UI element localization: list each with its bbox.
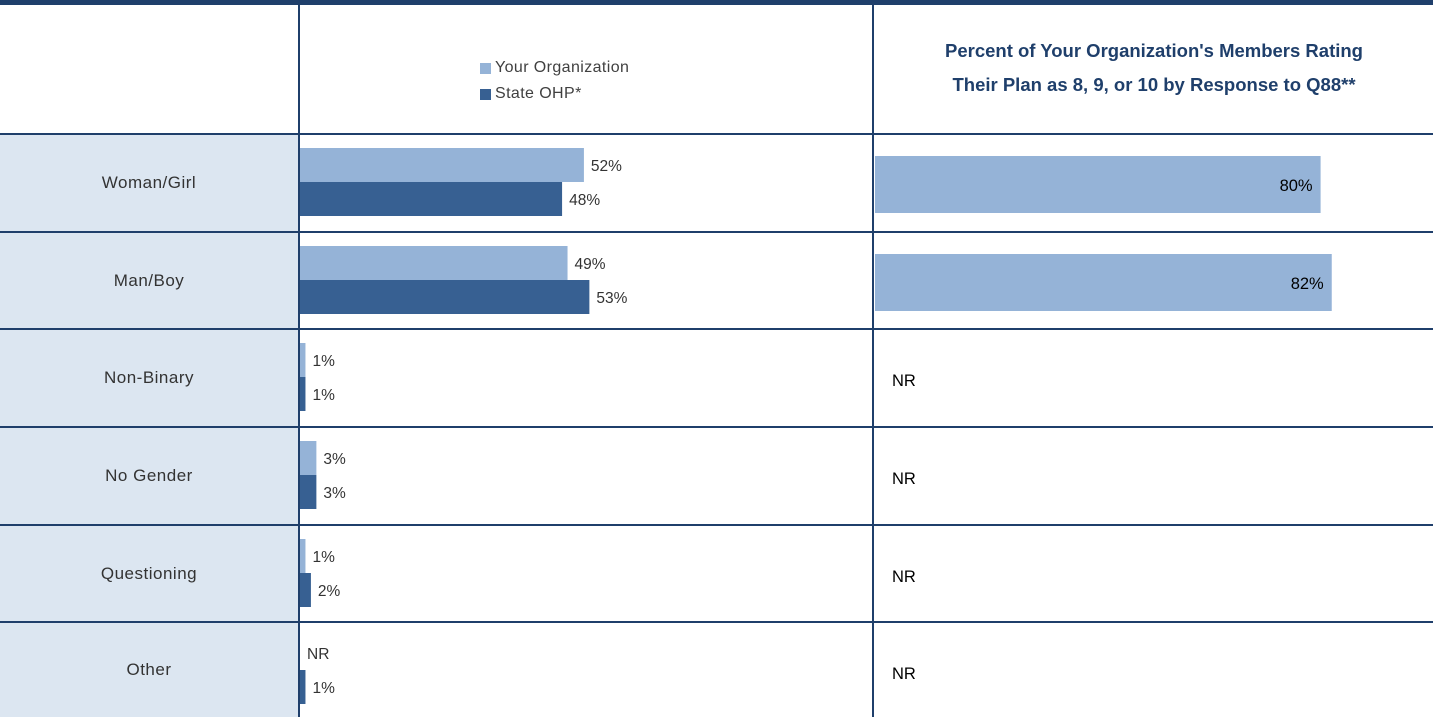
- bar-label-state-ohp--woman-girl: 48%: [569, 192, 600, 209]
- rating-label-woman-girl: 80%: [1280, 177, 1313, 195]
- bar-state-ohp--other: [300, 670, 306, 704]
- bar-state-ohp--no-gender: [300, 475, 317, 509]
- rating-label-man-boy: 82%: [1291, 275, 1324, 293]
- bar-your-organization-woman-girl: [300, 148, 584, 182]
- rating-bar-man-boy: [875, 254, 1332, 311]
- row-label-other: Other: [0, 623, 298, 717]
- bar-label-your-organization-other: NR: [307, 646, 329, 663]
- legend-swatch-your-organization: [480, 62, 491, 74]
- bar-label-your-organization-no-gender: 3%: [323, 451, 346, 468]
- legend-label-state-ohp: State OHP*: [495, 85, 582, 102]
- row-label-man-boy: Man/Boy: [0, 233, 298, 329]
- bar-label-your-organization-non-binary: 1%: [312, 353, 335, 370]
- bar-state-ohp--questioning: [300, 573, 311, 607]
- bar-your-organization-no-gender: [300, 441, 317, 475]
- bar-label-state-ohp--man-boy: 53%: [596, 290, 627, 307]
- row-divider: [0, 426, 1433, 428]
- row-label-no-gender: No Gender: [0, 428, 298, 524]
- rating-label-questioning: NR: [892, 568, 916, 586]
- row-divider: [0, 621, 1433, 623]
- right-column-title: Percent of Your Organization's Members R…: [875, 34, 1433, 102]
- top-border: [0, 0, 1433, 5]
- rating-label-other: NR: [892, 665, 916, 683]
- bar-state-ohp--woman-girl: [300, 182, 563, 216]
- rating-label-no-gender: NR: [892, 470, 916, 488]
- right-title-line-1: Percent of Your Organization's Members R…: [945, 40, 1363, 61]
- legend: Your Organization State OHP*: [480, 55, 629, 107]
- bar-state-ohp--non-binary: [300, 377, 306, 411]
- column-divider: [298, 0, 300, 717]
- bar-your-organization-man-boy: [300, 246, 568, 280]
- column-divider: [872, 0, 874, 717]
- rating-bar-woman-girl: [875, 156, 1321, 213]
- bar-label-state-ohp--no-gender: 3%: [323, 485, 346, 502]
- legend-swatch-state-ohp: [480, 88, 491, 100]
- bar-your-organization-non-binary: [300, 343, 306, 377]
- right-title-line-2: Their Plan as 8, 9, or 10 by Response to…: [952, 74, 1356, 95]
- bar-label-your-organization-man-boy: 49%: [575, 256, 606, 273]
- row-divider: [0, 231, 1433, 233]
- row-divider: [0, 133, 1433, 135]
- row-divider: [0, 524, 1433, 526]
- bar-label-your-organization-woman-girl: 52%: [591, 158, 622, 175]
- bar-label-state-ohp--non-binary: 1%: [312, 387, 335, 404]
- bar-label-state-ohp--other: 1%: [312, 680, 335, 697]
- bar-your-organization-questioning: [300, 539, 306, 573]
- legend-item-state-ohp: State OHP*: [480, 81, 629, 107]
- bar-state-ohp--man-boy: [300, 280, 590, 314]
- bar-label-your-organization-questioning: 1%: [312, 549, 335, 566]
- row-label-woman-girl: Woman/Girl: [0, 135, 298, 231]
- legend-label-your-organization: Your Organization: [495, 59, 630, 76]
- rating-label-non-binary: NR: [892, 372, 916, 390]
- row-label-non-binary: Non-Binary: [0, 330, 298, 426]
- row-label-questioning: Questioning: [0, 526, 298, 622]
- bar-label-state-ohp--questioning: 2%: [318, 583, 341, 600]
- row-divider: [0, 328, 1433, 330]
- legend-item-your-organization: Your Organization: [480, 55, 629, 81]
